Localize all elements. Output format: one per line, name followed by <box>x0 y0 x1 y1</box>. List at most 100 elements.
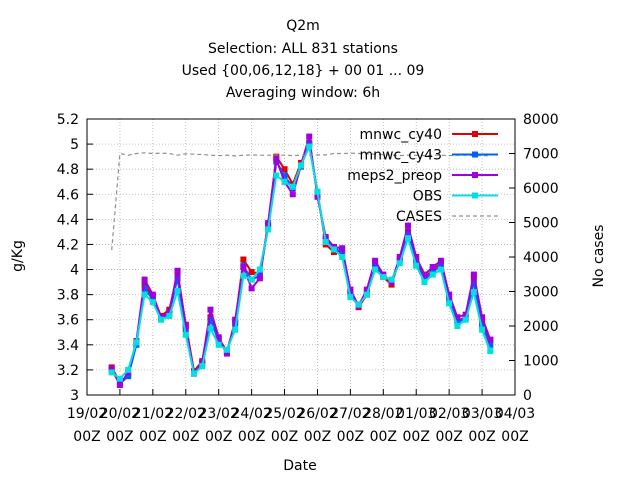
legend: mnwc_cy40 mnwc_cy43 meps2_preop OBS CASES <box>347 127 498 225</box>
data-point-meps2-preop <box>273 156 280 163</box>
data-point-obs <box>207 325 214 332</box>
data-point-meps2-preop <box>470 271 477 278</box>
data-point-meps2-preop <box>240 264 247 271</box>
data-point-obs <box>429 271 436 278</box>
y-axis-label: g/Kg <box>10 240 26 272</box>
data-point-obs <box>125 366 132 373</box>
data-point-meps2-preop <box>462 311 469 318</box>
data-point-mnwc-cy43 <box>125 373 132 380</box>
data-point-meps2-preop <box>149 291 156 298</box>
data-point-obs <box>116 375 123 382</box>
data-point-obs <box>380 274 387 281</box>
x-tick-label-date: 01/03 <box>396 406 436 422</box>
data-point-mnwc-cy43 <box>487 341 494 348</box>
data-point-meps2-preop <box>454 314 461 321</box>
y2-tick-label: 5000 <box>523 216 559 232</box>
data-point-meps2-preop <box>248 285 255 292</box>
y2-tick-label: 2000 <box>523 319 559 335</box>
data-point-obs <box>174 287 181 294</box>
data-point-meps2-preop <box>405 222 411 229</box>
data-point-meps2-preop <box>347 286 354 293</box>
data-point-obs <box>347 294 354 301</box>
y2-tick-label: 4000 <box>523 250 559 266</box>
y2-tick-label: 1000 <box>523 354 559 370</box>
data-point-obs <box>108 369 115 376</box>
data-point-obs <box>141 291 148 298</box>
y-tick-label: 3.2 <box>57 363 79 379</box>
data-point-obs <box>199 363 206 370</box>
data-point-meps2-preop <box>256 275 263 282</box>
data-point-mnwc-cy43 <box>372 262 379 269</box>
data-point-obs <box>470 289 477 296</box>
data-point-meps2-preop <box>289 191 296 198</box>
data-point-obs <box>298 162 304 169</box>
data-point-obs <box>232 326 239 333</box>
y-tick-label: 3.6 <box>57 313 79 329</box>
data-point-obs <box>322 238 329 245</box>
data-point-mnwc-cy43 <box>207 316 214 323</box>
data-point-obs <box>339 254 346 260</box>
y-tick-label: 4.8 <box>57 162 79 178</box>
data-point-meps2-preop <box>232 316 239 323</box>
x-tick-label-date: 24/02 <box>231 406 271 422</box>
data-point-mnwc-cy43 <box>174 275 181 282</box>
x-tick-label-date: 28/02 <box>363 406 403 422</box>
chart-title: Q2m <box>286 18 320 34</box>
data-point-obs <box>256 266 263 273</box>
x-tick-label-hour: 00Z <box>501 429 528 445</box>
axis-layer: 3 3.2 3.4 3.6 3.8 4 4.2 4.4 4.6 4.8 5 5.2 0 1000 2000 3… <box>57 112 559 445</box>
x-tick-label-hour: 00Z <box>172 429 199 445</box>
x-tick-label-hour: 00Z <box>106 429 133 445</box>
data-point-obs <box>223 346 230 353</box>
y2-tick-label: 8000 <box>523 112 559 128</box>
y-tick-label: 5 <box>70 137 79 153</box>
data-point-mnwc-cy43 <box>437 262 444 269</box>
data-point-obs <box>330 246 337 253</box>
x-tick-label-date: 23/02 <box>199 406 239 422</box>
data-point-mnwc-cy40 <box>248 269 255 276</box>
x-tick-label-hour: 00Z <box>238 429 265 445</box>
data-point-meps2-preop <box>396 254 403 260</box>
data-point-meps2-preop <box>182 323 189 329</box>
y-tick-label: 3.4 <box>57 338 79 354</box>
data-point-obs <box>158 316 165 323</box>
data-point-mnwc-cy40 <box>281 166 288 173</box>
data-point-obs <box>191 370 197 377</box>
data-point-meps2-preop <box>306 133 313 140</box>
data-point-meps2-preop <box>487 336 494 343</box>
x-tick-label-hour: 00Z <box>73 429 100 445</box>
data-point-obs <box>372 266 379 273</box>
y2-axis-label: No cases <box>591 225 607 288</box>
legend-label-cases: CASES <box>396 209 442 225</box>
data-point-obs <box>306 143 313 150</box>
data-point-obs <box>479 326 486 333</box>
x-tick-label-date: 19/02 <box>67 406 107 422</box>
legend-label-mnwc-cy40: mnwc_cy40 <box>360 127 442 143</box>
x-tick-label-hour: 00Z <box>370 429 397 445</box>
legend-label-meps2-preop: meps2_preop <box>347 168 442 184</box>
x-tick-label-hour: 00Z <box>304 429 331 445</box>
data-point-obs <box>355 301 362 308</box>
data-point-obs <box>133 339 140 346</box>
data-point-mnwc-cy43 <box>215 338 222 345</box>
y-tick-label: 5.2 <box>57 112 79 128</box>
x-tick-label-date: 20/02 <box>100 406 140 422</box>
chart-subtitle-window: Averaging window: 6h <box>226 85 380 101</box>
data-point-mnwc-cy43 <box>454 319 461 326</box>
data-point-meps2-preop <box>421 271 428 278</box>
data-point-obs <box>240 272 247 279</box>
legend-label-mnwc-cy43: mnwc_cy43 <box>360 148 442 164</box>
data-point-obs <box>265 226 272 233</box>
y2-tick-label: 0 <box>523 388 532 404</box>
data-point-obs <box>446 300 453 307</box>
data-point-obs <box>396 260 403 267</box>
data-point-meps2-preop <box>141 276 148 283</box>
x-tick-label-date: 04/03 <box>495 406 535 422</box>
data-point-meps2-preop <box>446 291 453 298</box>
x-tick-label-date: 26/02 <box>297 406 337 422</box>
data-point-meps2-preop <box>363 286 370 293</box>
data-point-meps2-preop <box>207 306 214 313</box>
data-point-obs <box>421 279 428 286</box>
x-tick-label-date: 02/03 <box>429 406 469 422</box>
